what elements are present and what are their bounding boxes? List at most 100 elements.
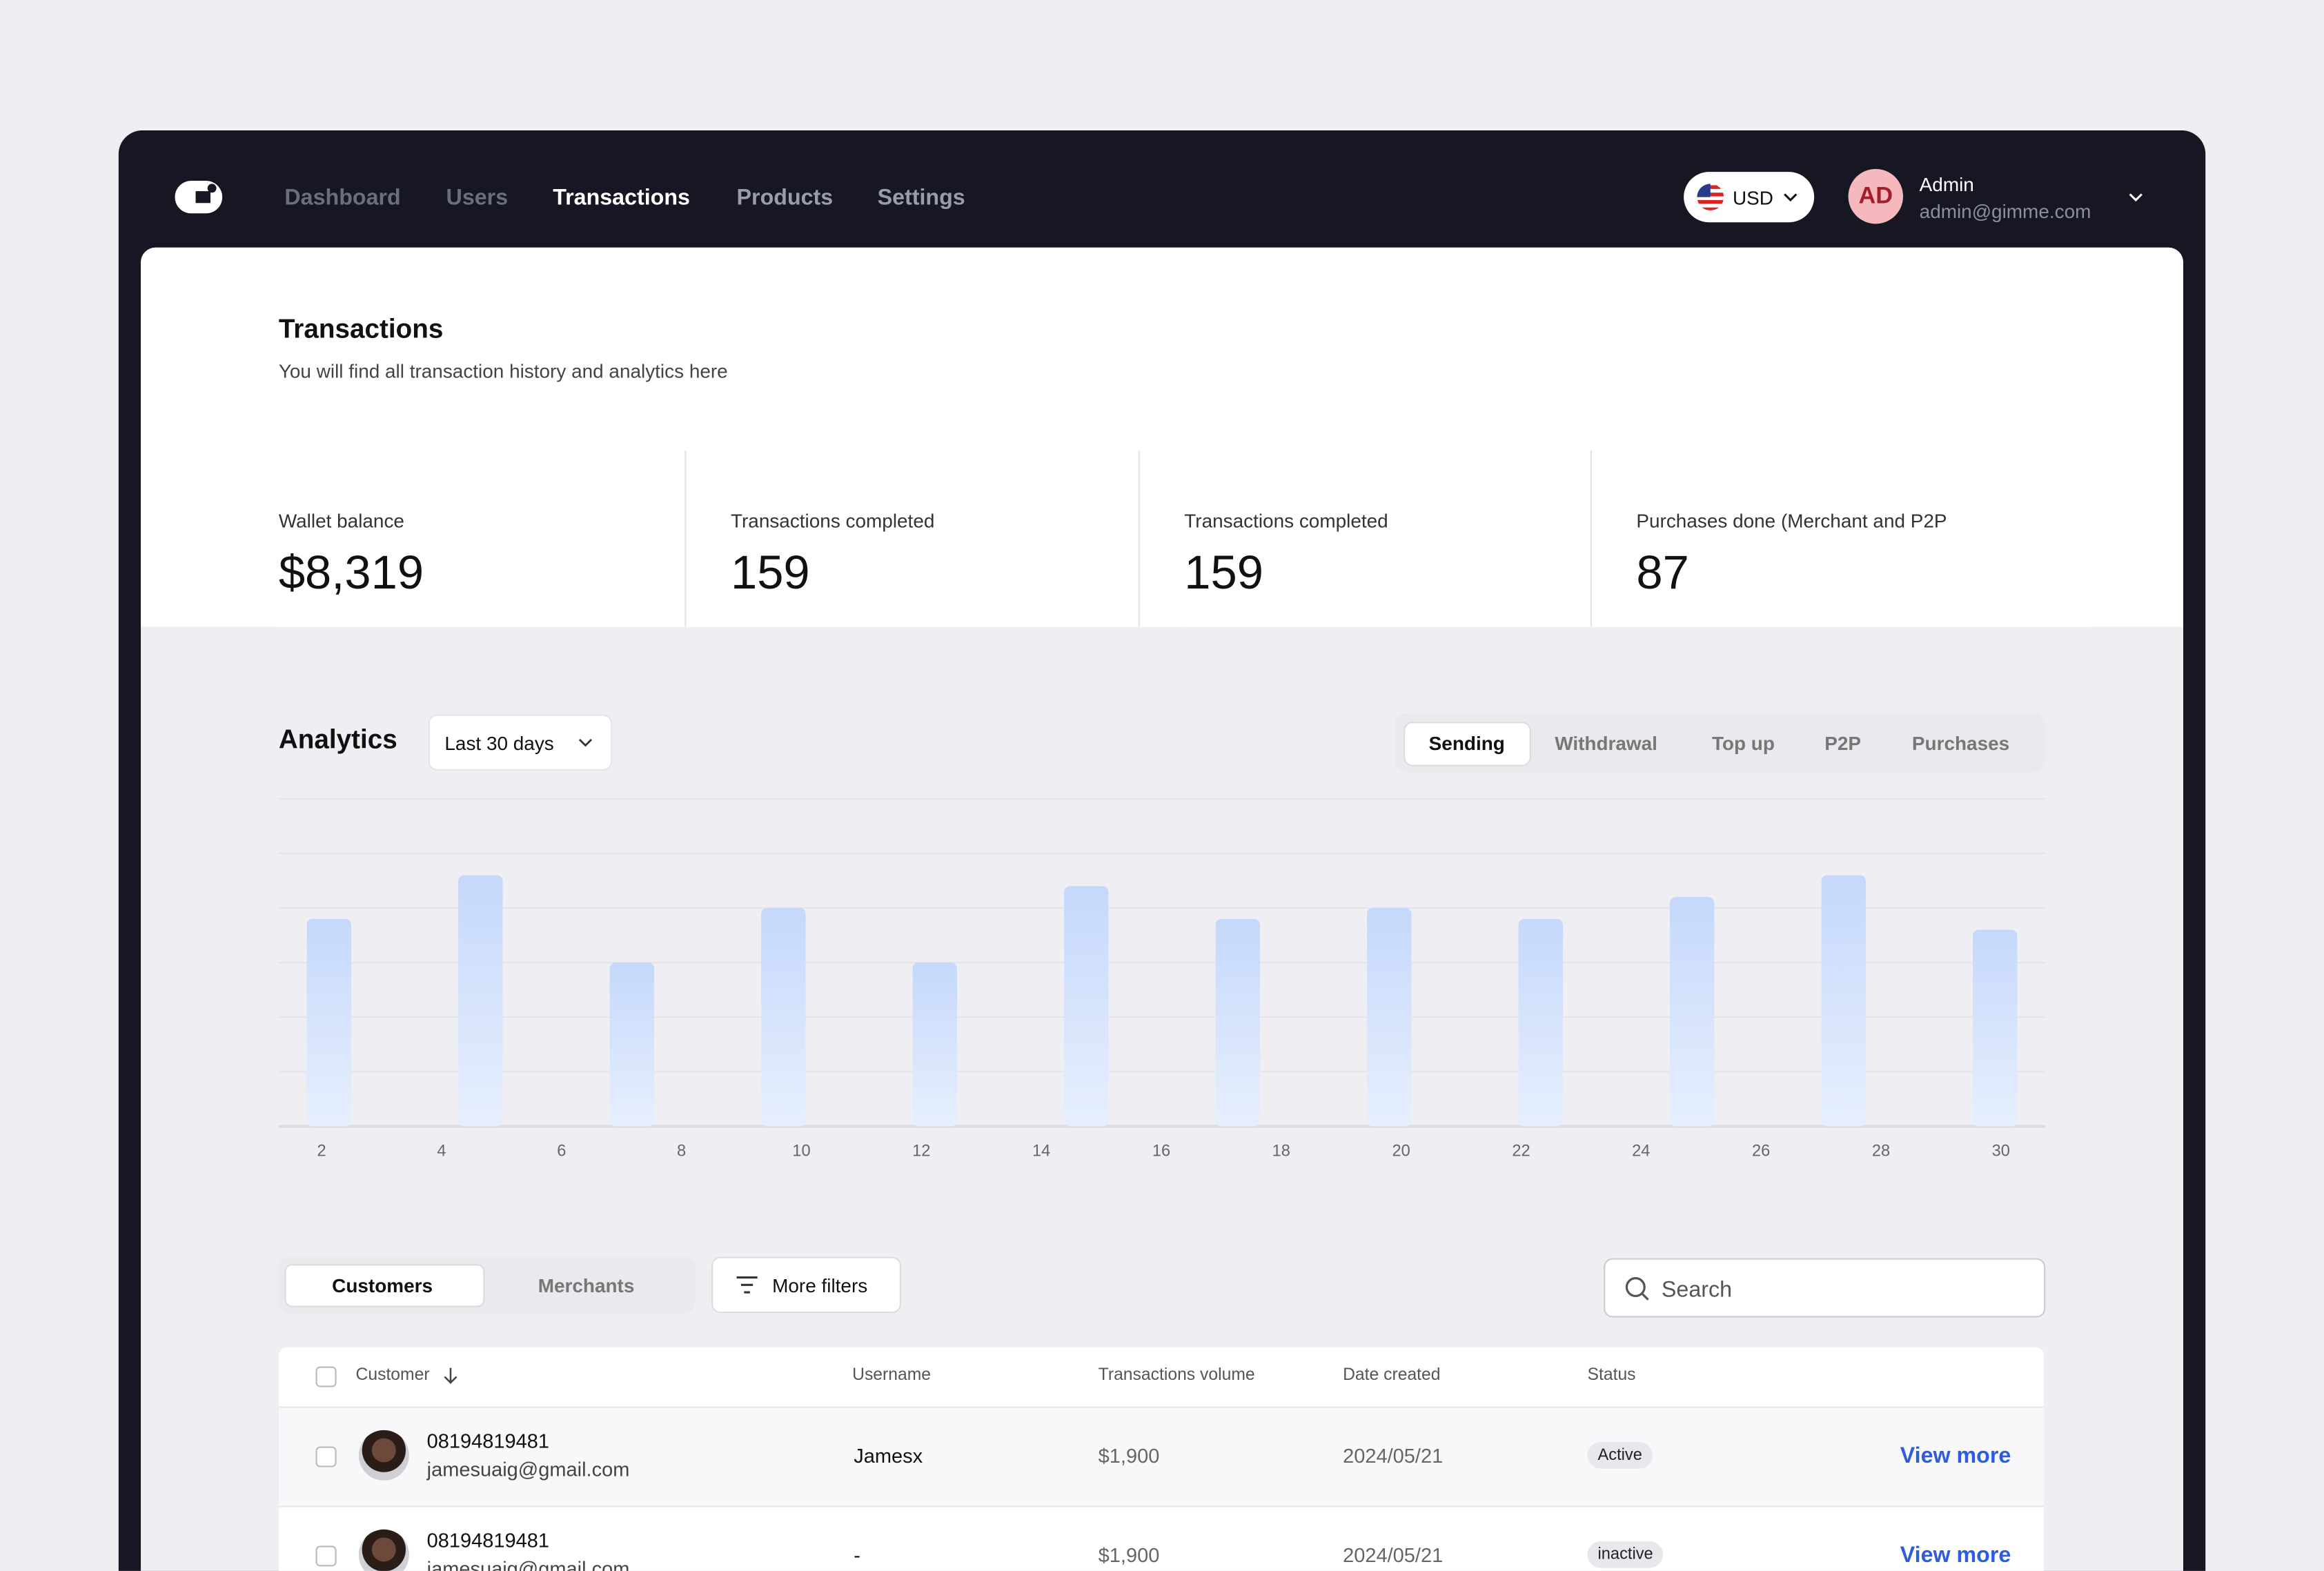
volume: $1,900 bbox=[1098, 1544, 1160, 1567]
content-panel: Transactions You will find all transacti… bbox=[141, 247, 2184, 1571]
x-tick-label: 30 bbox=[1992, 1142, 2010, 1160]
bar bbox=[1821, 875, 1866, 1127]
filter-label: More filters bbox=[772, 1274, 868, 1297]
sort-icon bbox=[444, 1367, 457, 1384]
volume: $1,900 bbox=[1098, 1445, 1160, 1468]
stat-card: Wallet balance $8,319 bbox=[278, 450, 729, 627]
x-tick-label: 20 bbox=[1392, 1142, 1410, 1160]
currency-label: USD bbox=[1733, 186, 1773, 209]
filter-icon bbox=[736, 1276, 758, 1294]
nav-item[interactable]: Dashboard bbox=[284, 185, 401, 211]
stat-label: Transactions completed bbox=[1184, 509, 1388, 533]
tab[interactable]: Top up bbox=[1711, 732, 1775, 755]
currency-select[interactable]: USD bbox=[1684, 172, 1815, 223]
column-header[interactable]: Customer bbox=[355, 1366, 430, 1385]
range-select[interactable]: Last 30 days bbox=[428, 714, 613, 771]
stat-value: $8,319 bbox=[278, 545, 424, 599]
bar bbox=[1064, 886, 1109, 1127]
bar bbox=[458, 875, 503, 1127]
tab[interactable]: Purchases bbox=[1911, 732, 2010, 755]
bar bbox=[912, 962, 958, 1127]
checkbox[interactable] bbox=[315, 1366, 337, 1387]
x-tick-label: 22 bbox=[1512, 1142, 1530, 1160]
stat-card: Transactions completed 159 bbox=[1184, 450, 1635, 627]
filter-button[interactable]: More filters bbox=[711, 1256, 901, 1314]
username: Jamesx bbox=[854, 1445, 923, 1468]
bar bbox=[1215, 918, 1260, 1127]
search-placeholder: Search bbox=[1661, 1277, 1733, 1303]
tab[interactable]: Merchants bbox=[538, 1274, 635, 1297]
user-name: Admin bbox=[1919, 173, 1974, 196]
tab[interactable]: P2P bbox=[1824, 732, 1861, 755]
active-tab-bg bbox=[284, 1264, 485, 1307]
status-pill: inactive bbox=[1587, 1541, 1664, 1568]
x-tick-label: 18 bbox=[1272, 1142, 1290, 1160]
page-title: Transactions bbox=[278, 314, 444, 344]
column-header: Username bbox=[852, 1366, 932, 1385]
table-tabs: Customers Merchants bbox=[278, 1256, 696, 1314]
avatar[interactable]: AD bbox=[1848, 168, 1904, 224]
search-box[interactable]: Search bbox=[1604, 1258, 2046, 1318]
checkbox[interactable] bbox=[315, 1446, 337, 1468]
customer-avatar bbox=[358, 1430, 409, 1481]
page-subtitle: You will find all transaction history an… bbox=[278, 359, 728, 383]
nav-item[interactable]: Settings bbox=[877, 185, 965, 211]
column-header: Status bbox=[1587, 1366, 1636, 1385]
bar bbox=[761, 908, 806, 1127]
tab[interactable]: Withdrawal bbox=[1555, 732, 1657, 755]
stat-label: Transactions completed bbox=[730, 509, 935, 533]
bar bbox=[306, 918, 352, 1127]
search-icon bbox=[1625, 1277, 1649, 1301]
customer-email: jamesuaig@gmail.com bbox=[426, 1557, 630, 1571]
chevron bbox=[578, 738, 593, 747]
table-row bbox=[278, 1505, 2045, 1571]
user-menu[interactable] bbox=[2129, 190, 2143, 204]
view-more[interactable]: View more bbox=[1900, 1443, 2011, 1469]
bar bbox=[1518, 918, 1563, 1127]
analytics-tabs: Sending Withdrawal Top up P2P Purchases bbox=[1395, 713, 2046, 773]
x-tick-label: 26 bbox=[1752, 1142, 1770, 1160]
status-pill: Active bbox=[1587, 1442, 1653, 1469]
nav-item-active[interactable]: Transactions bbox=[553, 185, 690, 211]
chevron bbox=[1784, 193, 1798, 202]
chart: 2 4 6 8 10 12 14 16 18 20 22 24 26 28 30 bbox=[278, 798, 2046, 1160]
logo[interactable] bbox=[172, 178, 223, 217]
tab[interactable]: Customers bbox=[332, 1274, 433, 1297]
date: 2024/05/21 bbox=[1343, 1544, 1444, 1567]
x-tick-label: 12 bbox=[912, 1142, 930, 1160]
customer-phone: 08194819481 bbox=[426, 1529, 550, 1552]
tab[interactable]: Sending bbox=[1428, 732, 1505, 755]
user-email: admin@gimme.com bbox=[1919, 199, 2091, 223]
analytics-title: Analytics bbox=[278, 724, 397, 755]
stat-value: 87 bbox=[1636, 545, 1689, 599]
stat-card: Transactions completed 159 bbox=[730, 450, 1181, 627]
divider bbox=[1590, 450, 1592, 627]
customer-phone: 08194819481 bbox=[426, 1430, 550, 1453]
column-header: Date created bbox=[1343, 1366, 1441, 1385]
bar bbox=[1367, 908, 1412, 1127]
flag bbox=[1697, 184, 1724, 211]
table-header bbox=[278, 1347, 2045, 1407]
bar bbox=[1972, 929, 2018, 1127]
stat-label: Purchases done (Merchant and P2P bbox=[1636, 509, 1947, 533]
stat-value: 159 bbox=[1184, 545, 1263, 599]
stat-value: 159 bbox=[730, 545, 810, 599]
nav-item[interactable]: Users bbox=[446, 185, 509, 211]
x-tick-label: 8 bbox=[677, 1142, 686, 1160]
divider bbox=[1138, 450, 1140, 627]
checkbox[interactable] bbox=[315, 1545, 337, 1567]
divider bbox=[685, 450, 687, 627]
x-tick-label: 4 bbox=[437, 1142, 446, 1160]
customer-email: jamesuaig@gmail.com bbox=[426, 1458, 630, 1481]
stat-label: Wallet balance bbox=[278, 509, 404, 533]
column-header: Transactions volume bbox=[1098, 1366, 1255, 1385]
bar bbox=[1670, 897, 1715, 1127]
range-label: Last 30 days bbox=[444, 732, 554, 755]
username: - bbox=[854, 1544, 860, 1567]
stat-card: Purchases done (Merchant and P2P 87 bbox=[1636, 450, 2087, 627]
x-tick-label: 10 bbox=[792, 1142, 810, 1160]
view-more[interactable]: View more bbox=[1900, 1543, 2011, 1568]
nav-item[interactable]: Products bbox=[736, 185, 834, 211]
